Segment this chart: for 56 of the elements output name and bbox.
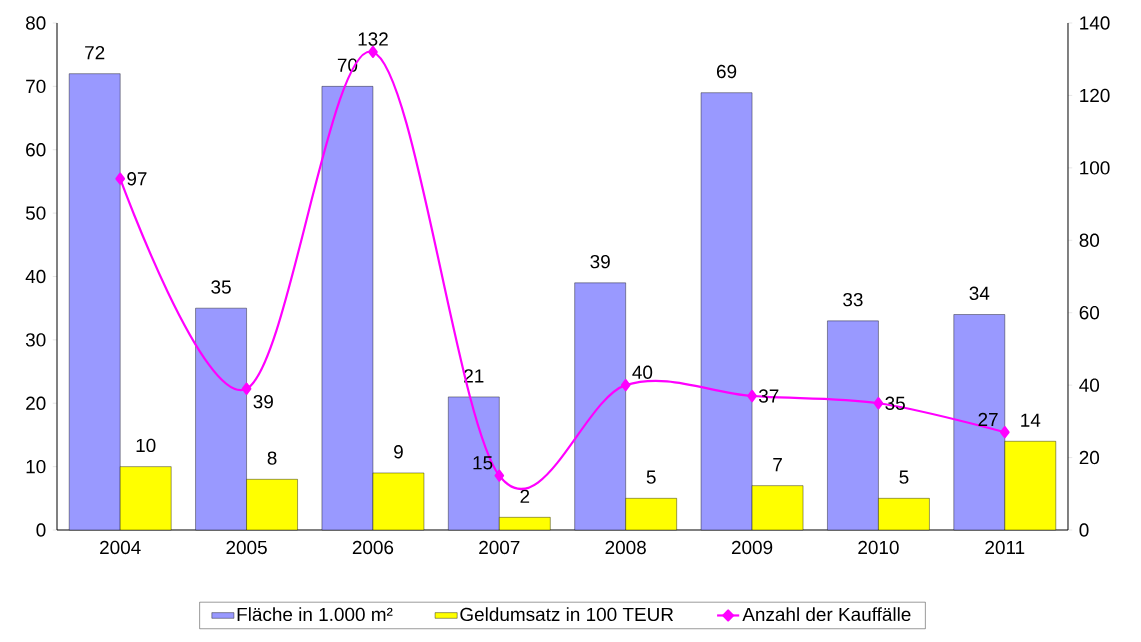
point	[494, 469, 505, 482]
y-tick-label: 20	[26, 396, 46, 410]
x-tick-label: 2005	[226, 540, 267, 555]
y2-tick-label: 60	[1079, 306, 1100, 320]
y-tick-label: 0	[36, 523, 46, 537]
data-label: 69	[716, 64, 737, 79]
y2-tick-label: 80	[1079, 233, 1100, 247]
data-label: 10	[136, 438, 156, 453]
x-tick-label: 2004	[100, 540, 141, 555]
x-tick-label: 2007	[479, 540, 520, 555]
x-tick-label: 2006	[352, 540, 394, 555]
point	[747, 389, 757, 403]
y-tick-label: 40	[25, 269, 46, 284]
data-label: 72	[85, 45, 105, 60]
data-label: 5	[899, 470, 909, 484]
x-tick-label: 2011	[985, 540, 1025, 555]
data-label: 33	[843, 292, 863, 307]
point	[241, 382, 252, 395]
data-label: 40	[632, 365, 653, 379]
data-label: 39	[590, 254, 610, 269]
data-label: 9	[394, 445, 403, 459]
y-tick-label: 30	[25, 333, 46, 347]
data-label: 5	[646, 470, 656, 484]
x-tick-label: 2009	[731, 540, 773, 555]
data-label: 39	[253, 394, 273, 409]
data-label: 97	[127, 172, 147, 186]
y2-tick-label: 20	[1079, 450, 1100, 465]
y-tick-label: 80	[26, 16, 46, 30]
data-label: 14	[1021, 413, 1041, 427]
point	[620, 379, 631, 392]
data-label: 7	[773, 458, 782, 472]
y-tick-label: 60	[26, 143, 46, 157]
y-tick-label: 10	[26, 459, 46, 474]
y2-tick-label: 120	[1080, 88, 1110, 103]
y2-tick-label: 0	[1079, 523, 1089, 537]
data-label: 27	[978, 412, 998, 427]
point	[999, 426, 1010, 439]
point	[115, 172, 126, 185]
x-tick-label: 2008	[605, 540, 646, 555]
data-label: 34	[969, 286, 990, 301]
y-tick-label: 70	[26, 79, 46, 94]
point	[368, 45, 378, 59]
data-label: 2	[520, 489, 530, 503]
legend-label: Geldumsatz in 100 TEUR	[460, 607, 674, 622]
y2-tick-label: 40	[1079, 378, 1100, 392]
y2-tick-label: 140	[1080, 16, 1110, 30]
data-label: 35	[211, 280, 231, 294]
x-tick-label: 2010	[858, 540, 899, 555]
y-tick-label: 50	[25, 206, 46, 220]
data-label: 8	[267, 451, 277, 465]
point	[873, 397, 884, 410]
legend-label: Fläche in 1.000 m²	[237, 607, 393, 622]
y2-tick-label: 100	[1080, 161, 1110, 175]
legend-label: Anzahl der Kauffälle	[742, 607, 911, 622]
data-label: 15	[473, 456, 493, 470]
data-label: 132	[358, 32, 388, 46]
